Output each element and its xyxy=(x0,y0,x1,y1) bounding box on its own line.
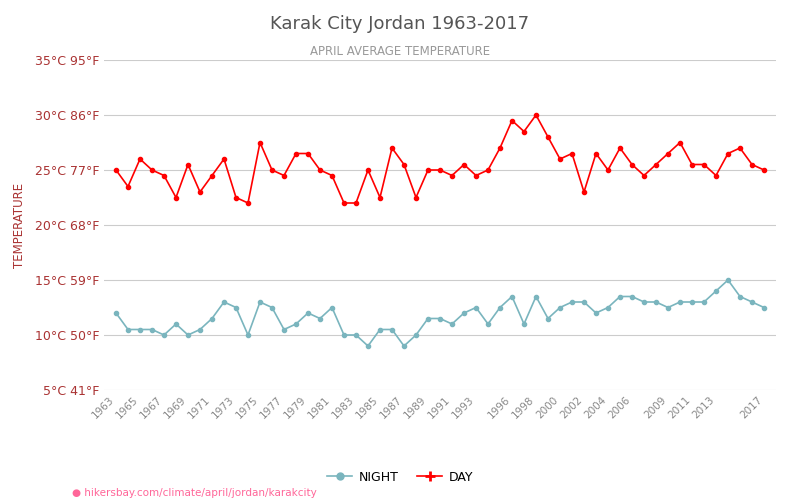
Text: APRIL AVERAGE TEMPERATURE: APRIL AVERAGE TEMPERATURE xyxy=(310,45,490,58)
Text: ● hikersbay.com/climate/april/jordan/karakcity: ● hikersbay.com/climate/april/jordan/kar… xyxy=(72,488,317,498)
Legend: NIGHT, DAY: NIGHT, DAY xyxy=(322,466,478,489)
Text: Karak City Jordan 1963-2017: Karak City Jordan 1963-2017 xyxy=(270,15,530,33)
Y-axis label: TEMPERATURE: TEMPERATURE xyxy=(14,182,26,268)
